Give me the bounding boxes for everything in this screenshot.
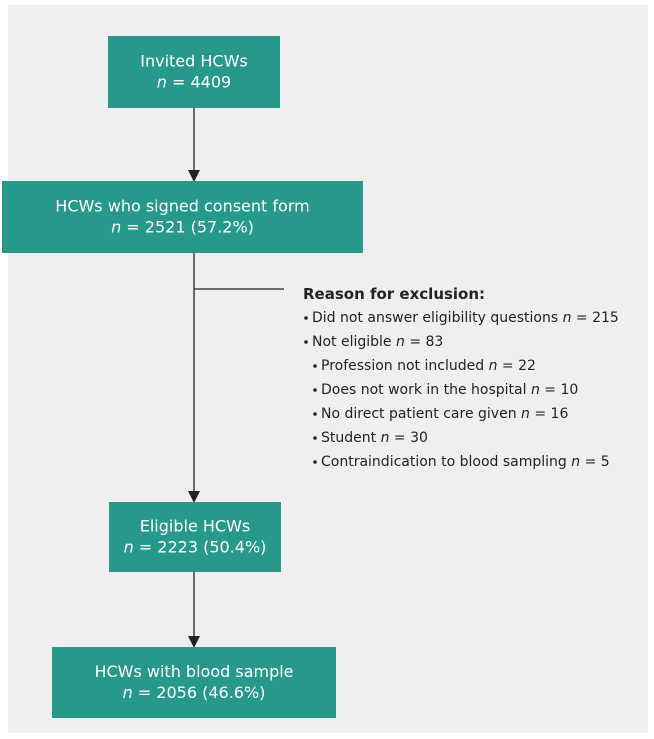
background [8,5,648,733]
node-text: n = 2056 (46.6%) [123,683,266,702]
node-text: Invited HCWs [140,51,248,70]
exclusion-item: Not eligible n = 83 [312,334,443,350]
exclusion-subitem: Profession not included n = 22 [321,358,536,374]
exclusion-title: Reason for exclusion: [303,285,485,303]
node-box [52,647,336,718]
exclusion-subitem: Does not work in the hospital n = 10 [321,382,578,398]
node-box [109,502,281,572]
node-text: HCWs who signed consent form [55,196,309,215]
node-box [2,181,363,253]
exclusion-subitem: No direct patient care given n = 16 [321,406,568,422]
bullet [304,340,308,344]
bullet [313,364,317,368]
bullet [313,460,317,464]
node-text: Eligible HCWs [140,516,251,535]
node-text: n = 4409 [157,72,231,91]
node-text: HCWs with blood sample [94,662,293,681]
connectors [188,108,284,648]
exclusion-subitem: Contraindication to blood sampling n = 5 [321,454,610,470]
node-box [108,36,280,108]
exclusion-item: Did not answer eligibility questions n =… [312,310,619,326]
bullet [304,316,308,320]
nodes: Invited HCWs n = 4409 HCWs who signed cons… [2,36,363,718]
bullet [313,388,317,392]
bullet [313,412,317,416]
exclusion-subitem: Student n = 30 [321,430,428,446]
node-text: n = 2223 (50.4%) [124,537,267,556]
bullet [313,436,317,440]
exclusion-list: Reason for exclusion: Did not answer eli… [303,285,619,471]
node-text: n = 2521 (57.2%) [111,217,254,236]
